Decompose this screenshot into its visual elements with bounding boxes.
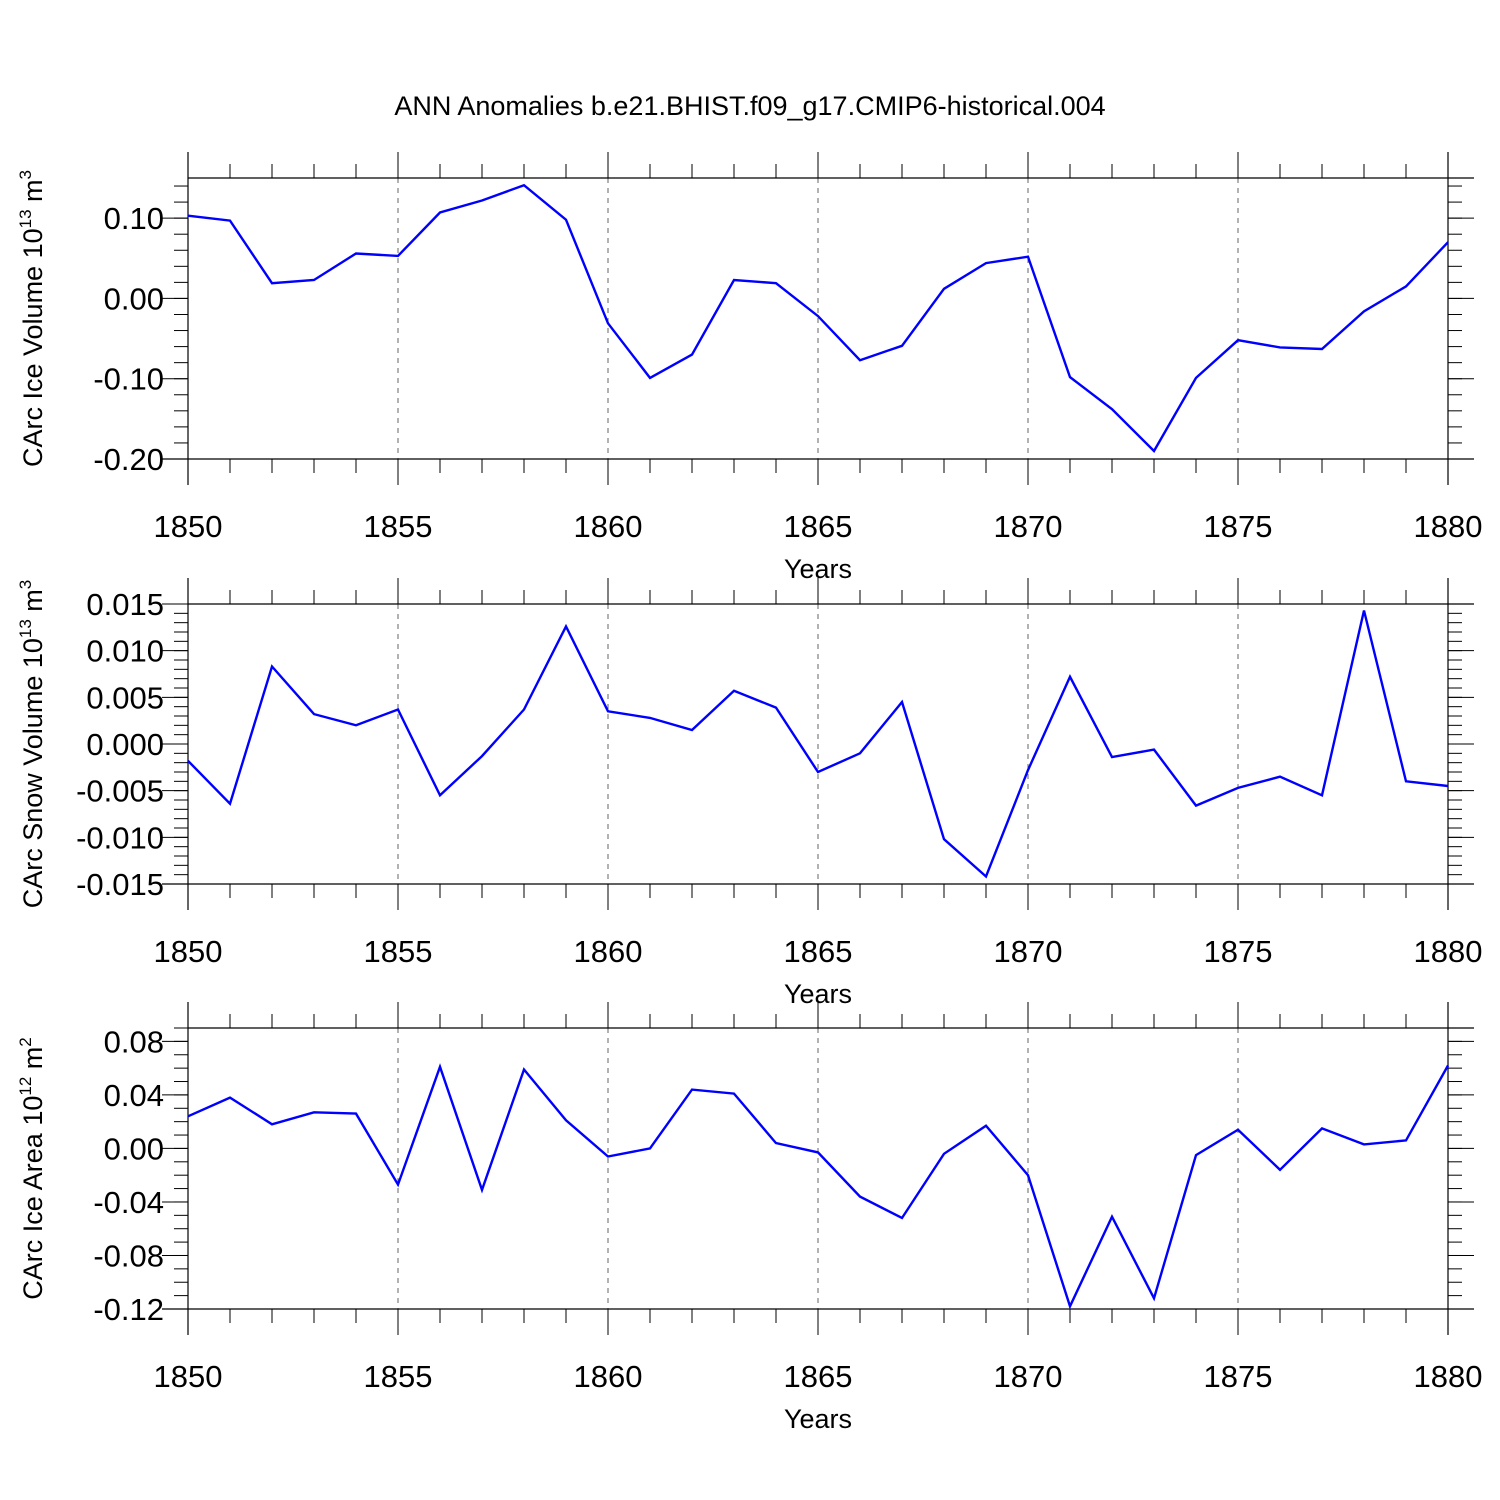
y-tick-label: 0.015 [86, 587, 164, 622]
x-tick-label: 1870 [994, 934, 1063, 969]
x-tick-label: 1855 [364, 1359, 433, 1394]
y-tick-label: -0.04 [93, 1185, 164, 1220]
x-tick-label: 1875 [1204, 1359, 1273, 1394]
panel-1: -0.20 -0.10 0.00 0.10 1850 1855 1860 1865 1870 18… [16, 152, 1482, 584]
y-tick-label: 0.005 [86, 680, 164, 715]
y-tick-label: 0.000 [86, 727, 164, 762]
y-tick-label: -0.08 [93, 1238, 164, 1273]
y-axis-label: CArc Ice Volume 1013 m3 [16, 170, 48, 467]
panels: -0.20 -0.10 0.00 0.10 1850 1855 1860 1865 1870 18… [16, 152, 1482, 1434]
y-tick-label: 0.04 [104, 1078, 164, 1113]
panel-3: -0.12 -0.08 -0.04 0.00 0.04 0.08 1850 1855 1860 1… [16, 1002, 1482, 1434]
x-tick-label: 1865 [784, 1359, 853, 1394]
x-tick-label: 1875 [1204, 934, 1273, 969]
x-tick-label: 1880 [1414, 509, 1483, 544]
y-tick-label: -0.015 [76, 867, 164, 902]
x-tick-label: 1865 [784, 509, 853, 544]
x-tick-label: 1865 [784, 934, 853, 969]
x-tick-label: 1850 [154, 1359, 223, 1394]
y-tick-label: 0.10 [104, 201, 164, 236]
x-axis-label: Years [784, 1404, 852, 1434]
x-tick-label: 1860 [574, 509, 643, 544]
y-tick-label: 0.00 [104, 1131, 164, 1166]
y-axis-label: CArc Snow Volume 1013 m3 [16, 580, 48, 909]
y-axis-label: CArc Ice Area 1012 m2 [16, 1037, 48, 1300]
x-tick-label: 1880 [1414, 1359, 1483, 1394]
panel-2: -0.015 -0.010 -0.005 0.000 0.005 0.010 0.015 18… [16, 578, 1482, 1009]
y-tick-label: -0.10 [93, 362, 164, 397]
x-tick-label: 1850 [154, 934, 223, 969]
y-tick-label: 0.010 [86, 634, 164, 669]
y-tick-label: -0.12 [93, 1292, 164, 1327]
x-tick-label: 1870 [994, 509, 1063, 544]
y-tick-label: 0.08 [104, 1024, 164, 1059]
x-tick-label: 1875 [1204, 509, 1273, 544]
y-tick-label: -0.20 [93, 442, 164, 477]
y-tick-label: -0.005 [76, 774, 164, 809]
x-tick-label: 1870 [994, 1359, 1063, 1394]
x-tick-label: 1855 [364, 509, 433, 544]
y-tick-label: -0.010 [76, 820, 164, 855]
chart-title: ANN Anomalies b.e21.BHIST.f09_g17.CMIP6-… [394, 91, 1105, 121]
x-tick-label: 1850 [154, 509, 223, 544]
y-tick-label: 0.00 [104, 281, 164, 316]
x-tick-label: 1860 [574, 934, 643, 969]
x-tick-label: 1855 [364, 934, 433, 969]
x-tick-label: 1880 [1414, 934, 1483, 969]
x-tick-label: 1860 [574, 1359, 643, 1394]
